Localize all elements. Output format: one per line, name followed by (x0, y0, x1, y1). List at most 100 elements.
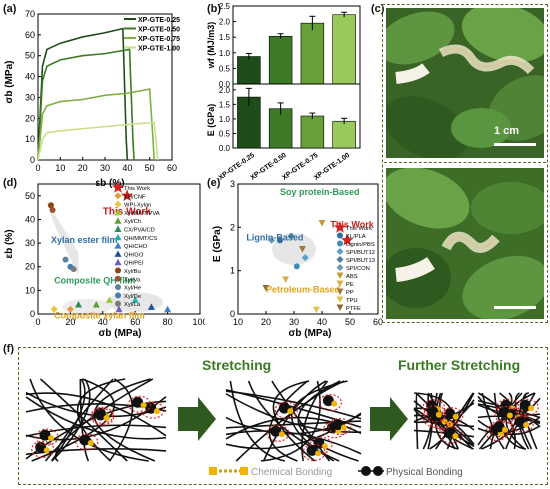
scale-bar-top (494, 143, 536, 146)
panel-d-legend-marker (114, 208, 122, 216)
panel-b-bottom-ylabel: E (GPa) (206, 104, 216, 137)
panel-d-legend-marker (114, 192, 122, 200)
panel-e-legend-marker (336, 272, 344, 279)
panel-d-legend-label: CX/PVA/CD (124, 228, 155, 234)
panel-e-legend-marker (333, 221, 347, 233)
scheme-network-initial-chain (79, 378, 90, 462)
panel-e-point-ABS (318, 220, 326, 227)
panel-e-legend-label: SPI/BUT13 (346, 258, 375, 264)
panel-e-point-PTFE (262, 285, 270, 292)
scheme-network-broken-left-bond-highlight (439, 426, 463, 444)
panel-b-top-ytick-label: 0.0 (219, 80, 231, 89)
panel-d-legend-marker (114, 200, 122, 208)
scale-label: 1 cm (494, 125, 520, 137)
panel-e-legend-marker (336, 248, 344, 255)
panel-d-legend-label: Xyl/Bu (124, 269, 141, 275)
panel-d-xtick-label: 80 (163, 317, 173, 327)
scheme-network-broken-left-chemical-node (452, 433, 459, 440)
panel-b-bottom-ytick-label: 2.0 (219, 86, 231, 95)
panel-e-legend-label: PP (346, 290, 354, 296)
panel-a-legend-label: XP-GTE-0.75 (138, 36, 180, 43)
panel-d-legend-marker (114, 225, 122, 232)
panel-label-d: (d) (3, 177, 18, 189)
scheme-network-broken-right (477, 392, 541, 450)
scheme-network-initial-bond-highlight (127, 395, 152, 413)
panel-e-legend-label: PTFE (346, 306, 361, 312)
scheme-network-stretched-physical-node (270, 425, 282, 437)
panel-e-annotation-soy: Soy protein-Based (280, 187, 360, 197)
panel-d-legend-marker (115, 284, 121, 291)
panel-label-e: (e) (207, 177, 221, 189)
panel-a-series-XP-GTE-0.50 (37, 48, 135, 161)
panel-b-top-ytick-label: 2.0 (219, 18, 231, 27)
leaf-photo-top (386, 8, 544, 158)
panel-e-point-SPI/BUT13 (287, 232, 295, 240)
panel-d-point-Xyl/MMT/PVA (105, 296, 113, 303)
panel-a-series-XP-GTE-0.25 (37, 27, 129, 161)
panel-d-point-Xyl/Bu (47, 202, 54, 209)
panel-e-ylabel: E (GPa) (212, 226, 223, 262)
scheme-network-initial-physical-node (94, 409, 106, 421)
panel-a-ytick-label: 10 (25, 134, 35, 144)
scheme-network-initial-physical-node (35, 441, 47, 453)
panel-d-legend-marker (114, 242, 122, 249)
panel-d-region-xylan-ester (46, 200, 79, 277)
panel-a-xtick-label: 0 (35, 163, 40, 173)
panel-d-ytick-label: 40 (25, 214, 35, 224)
scheme-network-stretched-chain (297, 380, 359, 462)
panel-d-annotation-composite-qh: Composite QH film (54, 275, 135, 285)
scheme-network-initial-chemical-node (87, 439, 94, 446)
scheme-network-broken-right-chemical-node (528, 405, 535, 412)
panel-d-legend-marker (115, 275, 121, 282)
panel-a-xtick-label: 60 (167, 163, 177, 173)
panel-d-legend-label: This Work (124, 186, 150, 192)
scheme-network-initial-physical-node (145, 402, 157, 414)
scheme-network-broken-right-bond-highlight (489, 420, 513, 438)
scheme-network-broken-right-chemical-node (523, 421, 530, 428)
panel-b-top-bar (237, 56, 261, 85)
scheme-network-stretched-bond-highlight (318, 393, 342, 412)
panel-e-ytick-label: 2 (230, 222, 235, 232)
panel-e-point-SPI/CON (268, 236, 276, 244)
scheme-arrow-2 (370, 397, 408, 441)
panel-d-ytick-label: 50 (25, 191, 35, 201)
panel-e-legend-label: PE (346, 282, 354, 288)
panel-d-annotation-composite-xylan: Composite xylan film (54, 311, 145, 321)
panel-e-legend-label: TPU (346, 298, 358, 304)
panel-d-annotation-xylan-ester: Xylan ester film (51, 235, 118, 245)
scheme-network-broken-left-chain (422, 392, 438, 450)
scheme-network-broken-right-bond-highlight (510, 415, 534, 433)
panel-b-bottom-ytick-label: 0.5 (219, 129, 231, 138)
scheme-network-stretched (225, 380, 362, 462)
panel-d-xlabel: σb (MPa) (99, 328, 142, 338)
panel-d-region-composite-xylan (62, 298, 111, 315)
panel-d-legend-label: Xyl/Va (124, 277, 141, 283)
panel-b-top-ylabel: wf (MJ/m3) (206, 22, 216, 70)
panel-e-legend-marker (336, 256, 344, 263)
scheme-network-broken-left-physical-node (427, 406, 439, 418)
scheme-network-stretched-bond-highlight (328, 417, 352, 436)
panel-b-top-ytick-label: 0.5 (219, 64, 231, 73)
panel-a-ytick-label: 40 (25, 72, 35, 82)
panel-e-xtick-label: 50 (345, 317, 355, 327)
panel-f-frame (18, 347, 548, 485)
scheme-network-stretched-chemical-node (321, 443, 328, 450)
panel-e-plot-frame (237, 183, 379, 315)
panel-d-xtick-label: 0 (35, 317, 40, 327)
scheme-network-stretched-chemical-node (315, 450, 322, 457)
panel-e-xtick-label: 30 (289, 317, 299, 327)
panel-e-point-PE (282, 276, 290, 283)
panel-d-legend-label: Xyl/He (124, 286, 141, 292)
panel-a-legend-label: XP-GTE-0.50 (138, 27, 180, 34)
panel-e-legend-marker (336, 288, 344, 295)
panel-a-xtick-label: 20 (78, 163, 88, 173)
panel-b-top-ytick-label: 2.5 (219, 2, 231, 11)
panel-b-top-bar (268, 35, 293, 85)
scale-bar-bottom (494, 306, 536, 309)
panel-e-chart: E (GPa) σb (MPa) 10 20 30 40 50 60 0 1 2 3 Soy pro… (212, 179, 382, 338)
scheme-network-broken-right-physical-node (514, 416, 526, 428)
panel-a-ytick-label: 60 (25, 30, 35, 40)
scheme-network-stretched-chain (301, 380, 329, 462)
panel-d-point-XH/CNF (66, 305, 74, 313)
